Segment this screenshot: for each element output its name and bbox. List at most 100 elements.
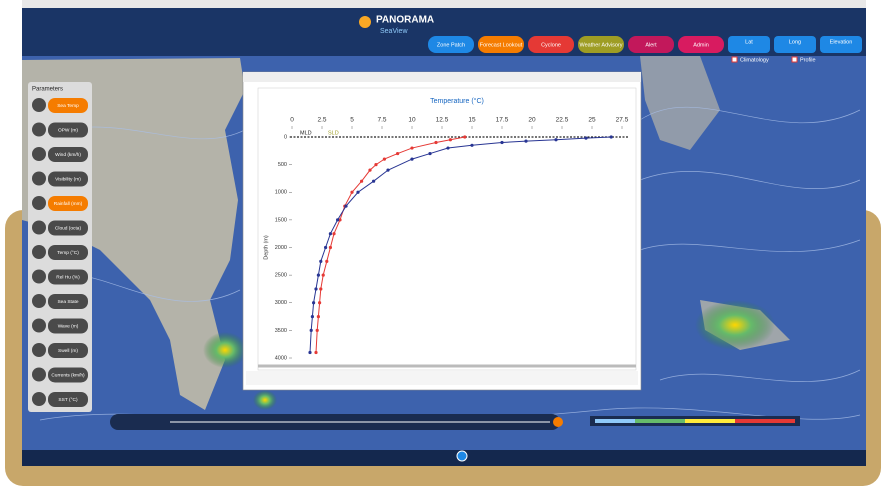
toggle-label: Climatology (740, 57, 769, 63)
coord-label: Lat (745, 39, 753, 45)
profile-point (319, 287, 322, 290)
parameter-icon (32, 123, 46, 137)
profile-point (449, 138, 452, 141)
x-tick-label: 20 (528, 117, 536, 124)
x-tick-label: 5 (350, 117, 354, 124)
profile-point (463, 135, 466, 138)
button-label: Weather Advisory (579, 42, 622, 48)
time-slider-knob[interactable] (553, 417, 563, 427)
profile-point (396, 152, 399, 155)
profile-point (434, 141, 437, 144)
profile-point (336, 218, 339, 221)
parameter-item[interactable]: Temp (°C) (32, 245, 88, 260)
profile-point (329, 246, 332, 249)
window-titlebar (22, 0, 866, 8)
profile-point (584, 137, 587, 140)
parameter-icon (32, 319, 46, 333)
annotation: SLD (328, 130, 339, 136)
parameter-item[interactable]: OPW (m) (32, 123, 88, 138)
rain-cell (253, 390, 277, 410)
color-scale-segment (685, 419, 735, 423)
profile-point (470, 144, 473, 147)
profile-point (356, 191, 359, 194)
parameter-label: Sea Temp (57, 103, 79, 109)
profile-point (318, 301, 321, 304)
profile-point (554, 138, 557, 141)
profile-point (310, 329, 313, 332)
toolbar-button[interactable]: Zone Patch (428, 36, 474, 53)
parameter-icon (32, 368, 46, 382)
y-tick-label: 3000 (275, 300, 287, 306)
y-tick-label: 0 (284, 134, 287, 140)
parameter-icon (32, 270, 46, 284)
toggle-label: Profile (800, 57, 816, 63)
profile-point (410, 158, 413, 161)
coord-label: Long (789, 39, 801, 45)
parameter-item[interactable]: SST (°C) (32, 392, 88, 407)
parameter-label: Wind (km/h) (55, 152, 81, 158)
y-tick-label: 4000 (275, 355, 287, 361)
chart-time-axis (246, 371, 638, 385)
coord-label: Elevation (830, 39, 853, 45)
parameter-label: OPW (m) (58, 127, 78, 133)
profile-point (329, 232, 332, 235)
parameter-item[interactable]: Sea State (32, 294, 88, 309)
parameter-label: Temp (°C) (57, 250, 79, 256)
toolbar-button[interactable]: Forecast Lookout (478, 36, 524, 53)
toggle-checkbox[interactable] (732, 57, 737, 62)
parameter-item[interactable]: Rel Hu (%) (32, 270, 88, 285)
toolbar-button[interactable]: Alert (628, 36, 674, 53)
y-tick-label: 3500 (275, 328, 287, 334)
parameter-label: Rainfall (mm) (54, 201, 83, 207)
parameter-icon (32, 147, 46, 161)
profile-point (500, 141, 503, 144)
parameter-item[interactable]: Wind (km/h) (32, 147, 88, 162)
profile-point (383, 158, 386, 161)
parameter-item[interactable]: Sea Temp (32, 98, 88, 113)
button-label: Forecast Lookout (480, 42, 523, 48)
profile-point (322, 274, 325, 277)
parameter-label: SST (°C) (58, 397, 78, 403)
profile-point (325, 260, 328, 263)
parameter-icon (32, 196, 46, 210)
toolbar-button[interactable]: Admin (678, 36, 724, 53)
profile-point (311, 315, 314, 318)
button-label: Cyclone (541, 42, 561, 48)
button-label: Admin (693, 42, 709, 48)
profile-point (344, 204, 347, 207)
status-icon[interactable] (457, 451, 467, 461)
plot-area (258, 88, 636, 370)
toolbar-button[interactable]: Cyclone (528, 36, 574, 53)
parameter-icon (32, 343, 46, 357)
y-tick-label: 1500 (275, 217, 287, 223)
screenshot-scene: PANORAMA SeaView Zone PatchForecast Look… (0, 0, 886, 490)
logo-icon (359, 16, 371, 28)
profile-point (386, 169, 389, 172)
parameter-item[interactable]: Currents (km/h) (32, 368, 88, 383)
x-tick-label: 7.5 (377, 117, 386, 124)
toggle-checkbox[interactable] (792, 57, 797, 62)
app-subtitle: SeaView (380, 28, 408, 35)
color-scale-segment (635, 419, 685, 423)
profile-point (316, 329, 319, 332)
parameter-item[interactable]: Swell (m) (32, 343, 88, 358)
parameter-item[interactable]: Rainfall (mm) (32, 196, 88, 211)
parameter-label: Visibility (m) (55, 176, 81, 182)
toolbar-button[interactable]: Weather Advisory (578, 36, 624, 53)
x-tick-label: 25 (588, 117, 596, 124)
color-scale-segment (735, 419, 795, 423)
parameter-icon (32, 392, 46, 406)
parameter-item[interactable]: Visibility (m) (32, 172, 88, 187)
x-tick-label: 10 (408, 117, 416, 124)
parameter-item[interactable]: Wave (m) (32, 319, 88, 334)
x-tick-label: 17.5 (496, 117, 509, 124)
profile-point (524, 140, 527, 143)
parameter-item[interactable]: Cloud (octa) (32, 221, 88, 236)
profile-point (324, 246, 327, 249)
parameter-label: Cloud (octa) (55, 225, 82, 231)
parameter-label: Currents (km/h) (51, 372, 85, 378)
profile-point (374, 163, 377, 166)
y-tick-label: 2500 (275, 273, 287, 279)
x-tick-label: 27.5 (616, 117, 629, 124)
